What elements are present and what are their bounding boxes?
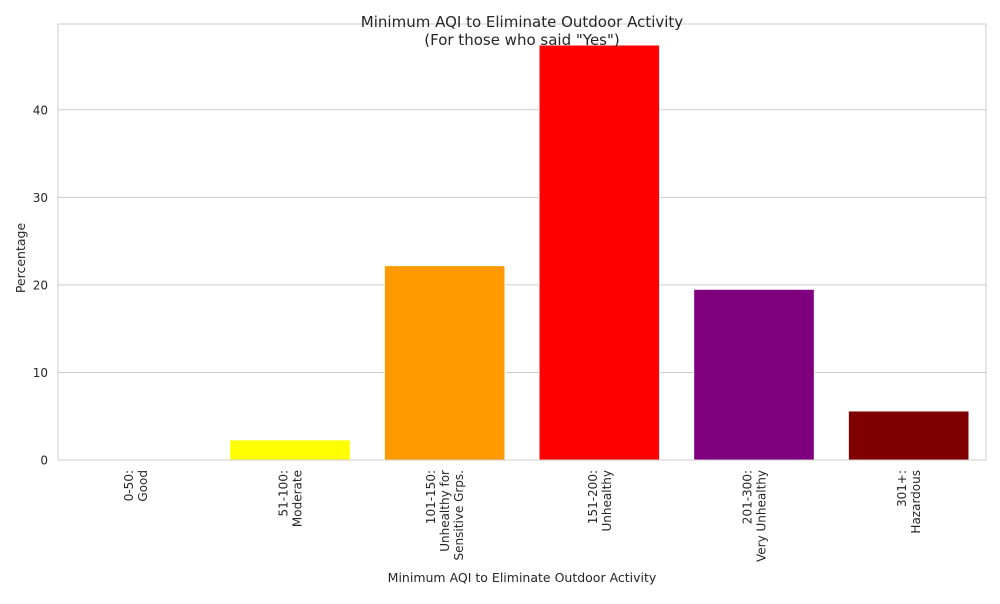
chart-title: Minimum AQI to Eliminate Outdoor Activit… xyxy=(361,13,683,31)
x-axis-label: Minimum AQI to Eliminate Outdoor Activit… xyxy=(388,570,657,585)
x-tick-label-line: 301+: xyxy=(895,470,909,507)
bar xyxy=(693,288,815,461)
x-tick-label-line: 51-100: xyxy=(277,470,291,517)
x-tick-label: 101-150: Unhealthy for Sensitive Grps. xyxy=(424,470,466,561)
x-tick-label-line: 201-300: xyxy=(741,470,755,524)
plot-frame xyxy=(57,23,987,461)
x-tick-label-line: Sensitive Grps. xyxy=(452,470,466,560)
bar xyxy=(847,410,970,461)
y-tick-label: 20 xyxy=(33,278,48,292)
y-tick-label: 10 xyxy=(33,366,48,380)
bars xyxy=(229,44,970,461)
x-tick-label: 0-50: Good xyxy=(122,470,150,502)
x-tick-label-line: 101-150: xyxy=(424,470,438,524)
x-tick-label-line: Good xyxy=(136,470,150,502)
x-tick-label-line: Unhealthy xyxy=(600,470,614,531)
x-tick-label: 151-200: Unhealthy xyxy=(586,470,614,531)
y-tick-label: 30 xyxy=(33,191,48,205)
x-tick-label-line: 151-200: xyxy=(586,470,600,524)
y-axis-label: Percentage xyxy=(13,223,28,294)
bar xyxy=(538,44,661,461)
x-tick-label-line: Unhealthy for xyxy=(438,470,452,552)
gridlines xyxy=(58,109,986,373)
chart-subtitle: (For those who said "Yes") xyxy=(424,31,619,49)
x-tick-label-line: Very Unhealthy xyxy=(755,470,769,562)
y-tick-label: 0 xyxy=(40,454,48,468)
y-tick-labels: 0 10 20 30 40 xyxy=(33,103,48,467)
x-tick-label-line: Moderate xyxy=(291,470,305,527)
bar xyxy=(229,439,351,461)
bar xyxy=(383,265,506,461)
y-tick-label: 40 xyxy=(33,103,48,117)
x-tick-label: 201-300: Very Unhealthy xyxy=(741,470,769,562)
x-tick-label: 51-100: Moderate xyxy=(277,470,305,527)
x-tick-labels: 0-50: Good 51-100: Moderate 101-150: Unhealth… xyxy=(122,470,923,562)
x-tick-label: 301+: Hazardous xyxy=(895,470,923,534)
x-tick-label-line: Hazardous xyxy=(909,470,923,534)
x-tick-label-line: 0-50: xyxy=(122,470,136,501)
